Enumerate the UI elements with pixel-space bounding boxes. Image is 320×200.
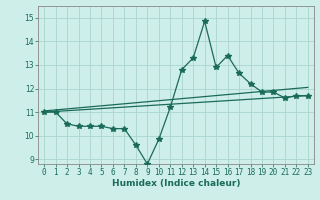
X-axis label: Humidex (Indice chaleur): Humidex (Indice chaleur)	[112, 179, 240, 188]
